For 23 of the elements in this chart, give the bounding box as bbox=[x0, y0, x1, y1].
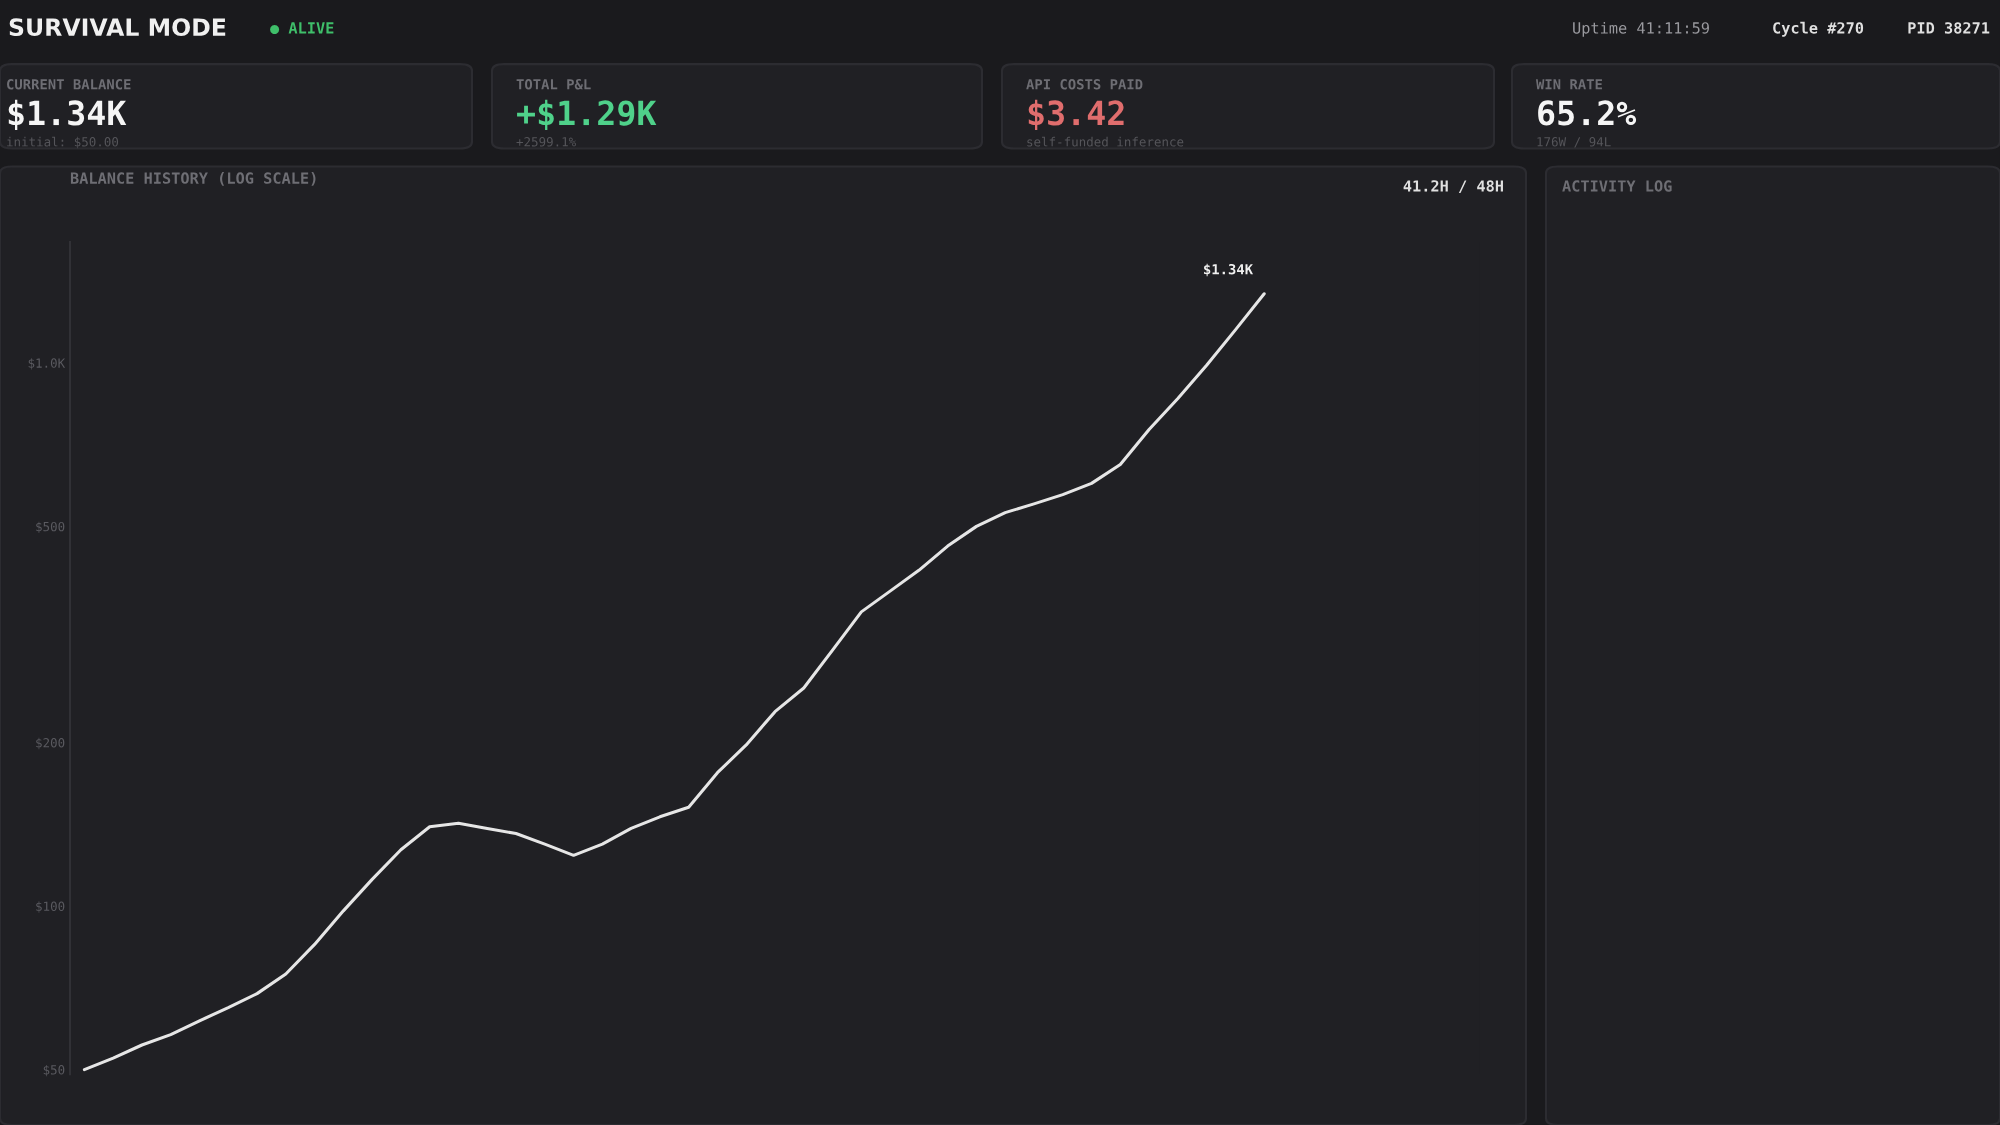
chart-title: BALANCE HISTORY (LOG SCALE) bbox=[70, 172, 316, 186]
text: API COSTS PAID bbox=[1026, 79, 1143, 90]
text: Cycle #270 bbox=[1773, 21, 1864, 37]
text: 65.2% bbox=[1538, 100, 1637, 126]
text: ACTIVITY LOG bbox=[1562, 180, 1672, 192]
text: ● ALIVE bbox=[270, 22, 334, 35]
y-tick-label: $100 bbox=[36, 901, 65, 913]
text: SURVIVAL MODE bbox=[9, 18, 226, 37]
text: Uptime 41:11:59 bbox=[1573, 21, 1709, 37]
text: TOTAL P&L bbox=[516, 79, 591, 90]
text: +$1.29K bbox=[517, 99, 657, 130]
line-series bbox=[82, 292, 1266, 1072]
text: WIN RATE bbox=[1536, 79, 1602, 90]
y-tick-label: $500 bbox=[36, 521, 65, 534]
y-tick-label: $200 bbox=[36, 737, 65, 750]
text: $1.34K bbox=[8, 99, 127, 130]
annotation: $1.34K bbox=[1204, 263, 1254, 277]
text: 41.2H / 48H bbox=[1403, 180, 1503, 193]
text: CURRENT BALANCE bbox=[7, 79, 131, 90]
text: $3.42 bbox=[1028, 99, 1124, 130]
y-tick-label: $1.0K bbox=[28, 358, 66, 370]
y-tick-label: $50 bbox=[43, 1064, 65, 1077]
text: PID 38271 bbox=[1908, 22, 1990, 34]
